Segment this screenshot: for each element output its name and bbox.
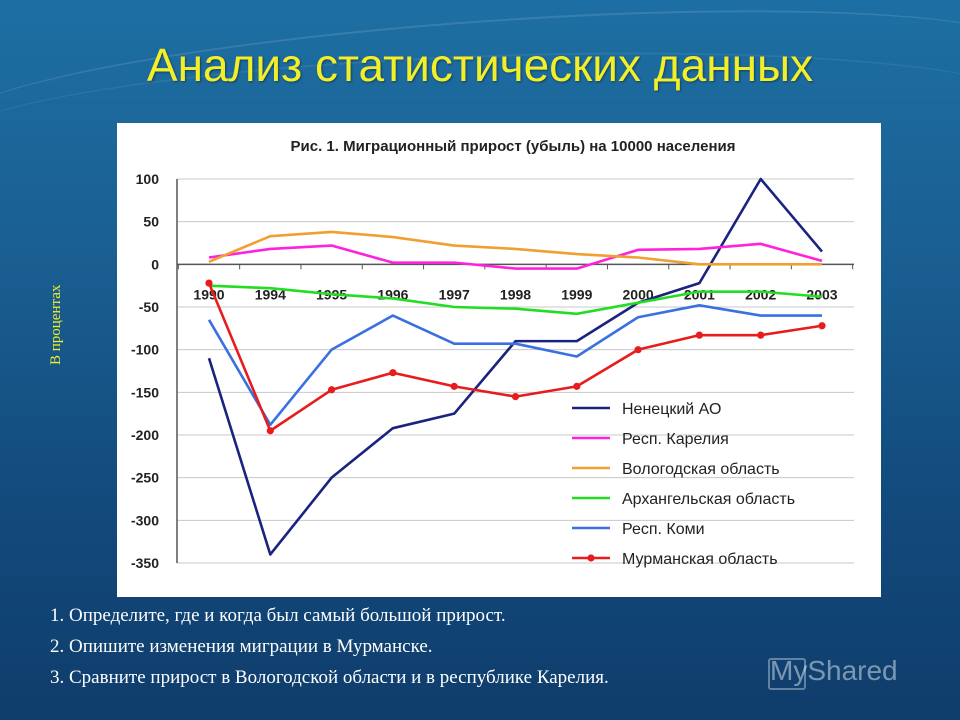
y-tick-label: -50 <box>139 299 159 315</box>
data-point <box>266 427 274 435</box>
watermark-icon <box>768 658 806 690</box>
data-point <box>695 331 704 339</box>
legend-label: Респ. Коми <box>622 521 705 538</box>
y-tick-label: -350 <box>131 555 159 571</box>
data-point <box>573 382 581 390</box>
data-point <box>511 393 520 401</box>
x-tick-label: 1990 <box>193 286 224 302</box>
x-tick-label: 1994 <box>255 286 286 302</box>
y-tick-label: 100 <box>136 171 160 187</box>
y-tick-label: -250 <box>131 470 159 486</box>
y-tick-label: 0 <box>151 256 159 272</box>
data-point <box>450 382 458 390</box>
data-point <box>328 386 336 394</box>
legend-label: Ненецкий АО <box>622 401 721 418</box>
legend-label: Вологодская область <box>622 461 780 478</box>
data-point <box>205 279 213 287</box>
question-3: 3. Сравните прирост в Вологодской област… <box>50 667 609 688</box>
x-tick-label: 2003 <box>806 286 837 302</box>
y-tick-label: -150 <box>131 384 159 400</box>
y-axis-side-label: В процентах <box>48 284 64 365</box>
y-tick-label: -100 <box>131 342 159 358</box>
questions-list: 1. Определите, где и когда был самый бол… <box>50 600 609 693</box>
chart-title: Рис. 1. Миграционный прирост (убыль) на … <box>291 138 736 155</box>
x-tick-label: 2000 <box>623 286 654 302</box>
data-point <box>818 322 826 330</box>
legend-label: Мурманская область <box>622 551 778 568</box>
x-tick-label: 1997 <box>439 286 470 302</box>
legend-marker <box>587 554 595 562</box>
question-2: 2. Опишите изменения миграции в Мурманск… <box>50 636 433 657</box>
watermark: MyShared <box>770 655 898 686</box>
x-tick-label: 1998 <box>500 286 531 302</box>
slide-title: Анализ статистических данных <box>146 39 814 91</box>
x-tick-label: 2002 <box>745 286 776 302</box>
line-chart: Рис. 1. Миграционный прирост (убыль) на … <box>131 138 854 571</box>
x-tick-label: 1999 <box>561 286 592 302</box>
y-tick-label: -200 <box>131 427 159 443</box>
data-point <box>389 369 397 377</box>
legend-label: Респ. Карелия <box>622 431 729 448</box>
legend-label: Архангельская область <box>622 491 795 508</box>
question-1: 1. Определите, где и когда был самый бол… <box>50 605 506 626</box>
data-point <box>634 346 642 354</box>
x-tick-label: 2001 <box>684 286 715 302</box>
series-line-6 <box>207 282 823 433</box>
y-tick-label: 50 <box>143 214 159 230</box>
data-point <box>757 331 765 339</box>
chart-panel: Рис. 1. Миграционный прирост (убыль) на … <box>117 123 881 597</box>
y-tick-label: -300 <box>131 512 159 528</box>
series-line-5 <box>207 303 822 427</box>
